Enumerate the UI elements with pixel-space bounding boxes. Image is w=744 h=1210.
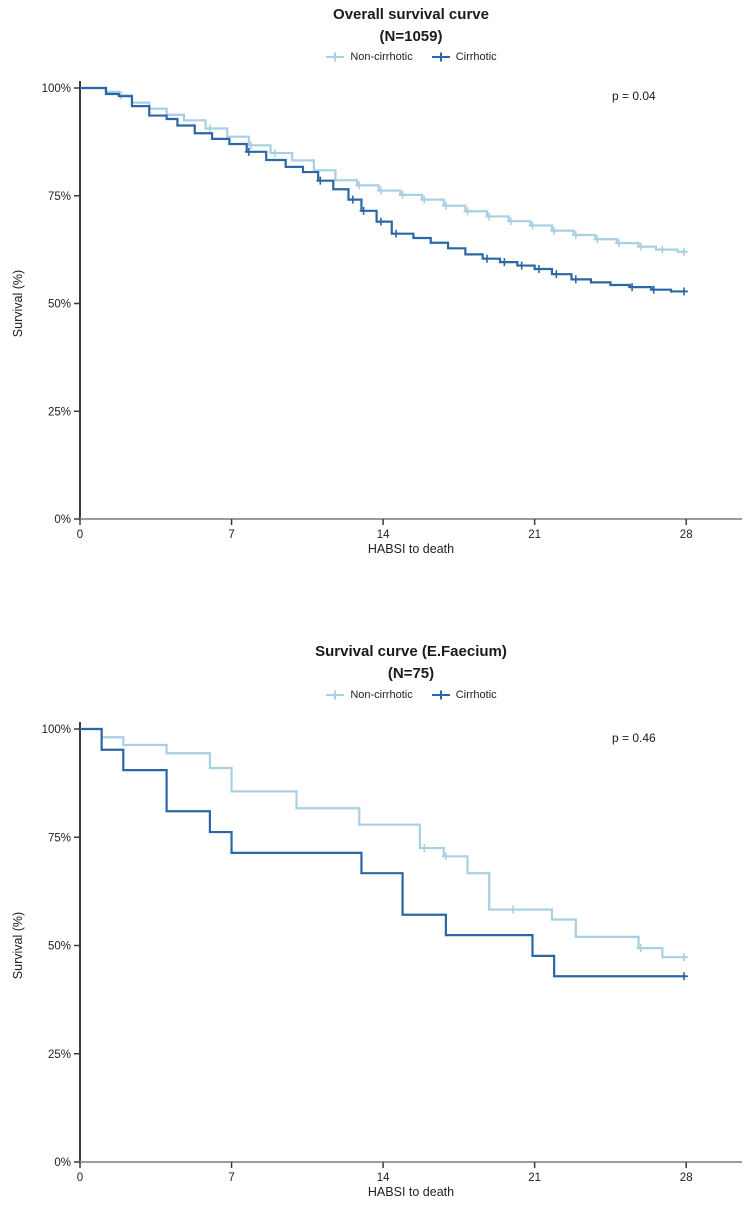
censor-plus-icon (431, 52, 450, 62)
legend-item-non-cirrhotic: Non-cirrhotic (325, 689, 413, 701)
x-axis-title: HABSI to death (368, 542, 454, 556)
y-tick-label: 100% (42, 83, 71, 95)
chart-title-line2: (N=1059) (379, 28, 443, 45)
legend-label: Non-cirrhotic (350, 51, 413, 63)
x-tick-label: 21 (528, 1172, 541, 1184)
curve-non-cirrhotic (80, 727, 687, 959)
x-tick-label: 14 (377, 529, 390, 541)
curve-cirrhotic (80, 86, 687, 293)
chart-title: Overall survival curve (N=1059) (80, 4, 742, 48)
curve-non-cirrhotic (80, 86, 687, 253)
legend-label: Cirrhotic (455, 51, 497, 63)
p-value-label: p = 0.46 (612, 731, 656, 745)
x-tick-label: 0 (77, 529, 83, 541)
y-tick-label: 100% (42, 724, 71, 736)
curve-cirrhotic (80, 727, 687, 978)
y-tick-label: 75% (48, 832, 71, 844)
chart-title-line1: Overall survival curve (333, 6, 489, 23)
x-tick-label: 7 (228, 529, 234, 541)
legend-item-non-cirrhotic: Non-cirrhotic (325, 51, 413, 63)
chart-title-line1: Survival curve (E.Faecium) (315, 643, 507, 660)
x-axis-title: HABSI to death (368, 1185, 454, 1199)
chart-title: Survival curve (E.Faecium) (N=75) (80, 641, 742, 685)
legend-item-cirrhotic: Cirrhotic (431, 689, 497, 701)
legend: Non-cirrhotic Cirrhotic (80, 689, 742, 701)
efaecium-survival-plot: 0% 25% 50% 75% 100% 0 7 14 21 28 HABSI to death Sur… (11, 722, 742, 1199)
censor-plus-icon (326, 690, 345, 700)
y-tick-label: 0% (54, 1157, 71, 1169)
y-tick-label: 50% (48, 941, 71, 953)
censor-plus-icon (431, 690, 450, 700)
y-tick-label: 25% (48, 406, 71, 418)
legend-label: Cirrhotic (455, 689, 497, 701)
y-tick-label: 50% (48, 299, 71, 311)
p-value-label: p = 0.04 (612, 89, 656, 103)
y-axis-title: Survival (%) (11, 912, 25, 979)
x-tick-label: 28 (680, 529, 693, 541)
legend-item-cirrhotic: Cirrhotic (431, 51, 497, 63)
censor-plus-icon (326, 52, 345, 62)
overall-survival-plot: 0% 25% 50% 75% 100% 0 7 14 21 28 HABSI to death Sur… (11, 81, 742, 556)
y-axis-title: Survival (%) (11, 270, 25, 337)
chart-title-line2: (N=75) (387, 665, 435, 682)
x-tick-label: 14 (377, 1172, 390, 1184)
x-tick-label: 0 (77, 1172, 83, 1184)
y-tick-label: 75% (48, 191, 71, 203)
x-tick-label: 7 (228, 1172, 234, 1184)
legend: Non-cirrhotic Cirrhotic (80, 51, 742, 63)
y-tick-label: 0% (54, 514, 71, 526)
x-tick-label: 21 (528, 529, 541, 541)
y-tick-label: 25% (48, 1049, 71, 1061)
legend-label: Non-cirrhotic (350, 689, 413, 701)
x-tick-label: 28 (680, 1172, 693, 1184)
